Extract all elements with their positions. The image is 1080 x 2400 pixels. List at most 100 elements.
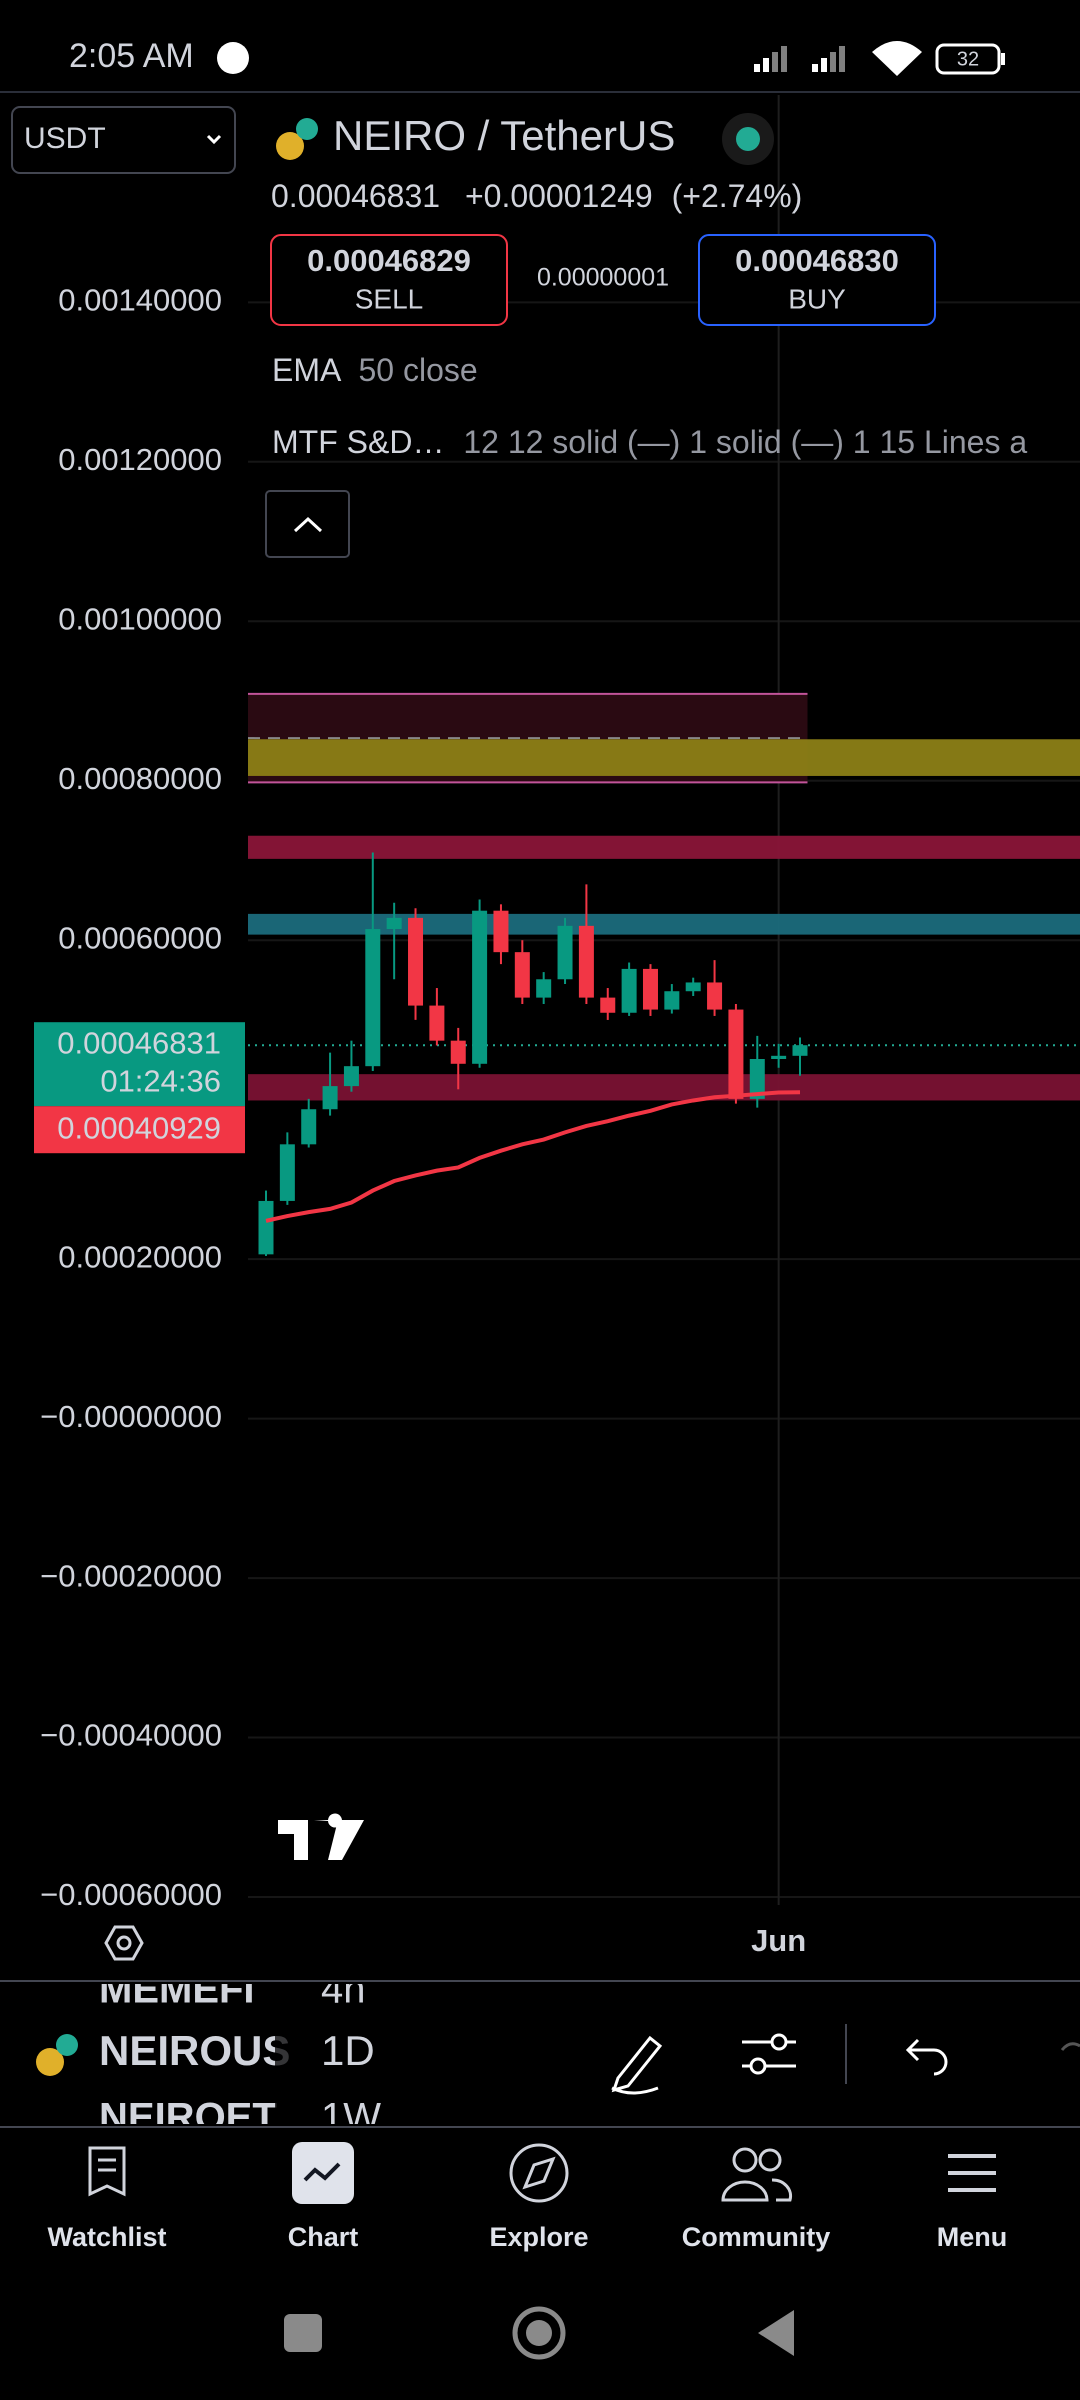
last-price-tag [34, 1022, 245, 1107]
y-tick-label: 0.00020000 [58, 1239, 222, 1274]
chart-icon-bg [292, 2142, 354, 2204]
candle-body [642, 968, 658, 1010]
ema-price-label: 0.00040929 [57, 1110, 221, 1145]
sell-price: 0.00046829 [307, 243, 471, 278]
zone [248, 739, 1080, 776]
candle-body [664, 991, 680, 1010]
symbol-option[interactable]: MEMEFI [99, 1968, 255, 2012]
candle-body [279, 1144, 295, 1201]
nav-label[interactable]: Menu [937, 2222, 1008, 2252]
candle-body [749, 1059, 765, 1099]
candle-body [771, 1055, 787, 1060]
candle-body [472, 910, 488, 1064]
coin-icon [276, 132, 304, 160]
buy-label: BUY [788, 283, 846, 314]
interval-option[interactable]: 4h [321, 1968, 366, 2012]
zone [248, 835, 1080, 859]
y-tick-label: 0.00140000 [58, 283, 222, 318]
ema-price-tag [34, 1106, 245, 1154]
y-tick-label: −0.00020000 [40, 1558, 222, 1593]
plot-area [248, 95, 1080, 1905]
redo-tool[interactable] [1060, 2042, 1080, 2051]
price-line: 0.00046831 +0.00001249 (+2.74%) [271, 178, 802, 214]
indicator-name: MTF S&D… [272, 424, 444, 460]
ema-line [265, 1090, 801, 1223]
change-pct: (+2.74%) [672, 178, 803, 214]
menu-icon [948, 2154, 996, 2192]
status-icon [217, 42, 249, 74]
y-tick-label: −0.00040000 [40, 1718, 222, 1753]
candle-body [536, 979, 552, 998]
indicator-params: 50 close [358, 352, 477, 388]
interval-option[interactable]: 1W [321, 2096, 381, 2140]
candle-body [365, 929, 381, 1067]
candle-body [386, 917, 402, 930]
picker: MEMEFI NEIROUS NEIROET 4h 1D 1W [99, 1968, 381, 2140]
recents-button[interactable] [284, 2314, 322, 2352]
settings-icon-dot [116, 1935, 132, 1951]
draw-tool[interactable] [611, 2035, 663, 2095]
countdown-label: 01:24:36 [100, 1063, 221, 1098]
collapse-icon [293, 516, 323, 533]
explore-icon [522, 2156, 556, 2190]
back-button[interactable] [758, 2310, 794, 2356]
candle-body [514, 952, 530, 998]
interval-current[interactable]: 1D [321, 2027, 375, 2074]
home-button-dot [526, 2320, 552, 2346]
indicator-legend[interactable]: EMA 50 close [272, 352, 478, 388]
quote-select[interactable] [11, 106, 236, 174]
symbol-option[interactable]: NEIROET [99, 2096, 277, 2140]
candle-body [343, 1066, 359, 1087]
indicator-tool[interactable] [742, 2033, 796, 2075]
nav-label[interactable]: Community [682, 2222, 831, 2252]
candle-body [792, 1045, 808, 1056]
settings-icon[interactable] [104, 1925, 144, 1961]
y-tick-label: −0.00060000 [40, 1877, 222, 1912]
candle-body [450, 1040, 466, 1064]
sell-button[interactable] [270, 234, 508, 326]
candle-body [258, 1200, 274, 1255]
community-icon [721, 2147, 793, 2202]
undo-tool[interactable] [905, 2038, 948, 2076]
chart-icon [303, 2162, 341, 2182]
sell-label: SELL [355, 283, 424, 314]
nav-label[interactable]: Explore [489, 2222, 588, 2252]
candle-body [728, 1009, 744, 1099]
spread: 0.00000001 [537, 264, 669, 292]
pair-title: NEIRO / TetherUS [333, 112, 675, 159]
last-price-label: 0.00046831 [57, 1025, 221, 1060]
collapse-button[interactable] [265, 490, 350, 558]
candle-body [301, 1109, 317, 1145]
candle-body [408, 917, 424, 1006]
last-price: 0.00046831 [271, 178, 440, 214]
y-tick-label: 0.00100000 [58, 601, 222, 636]
explore-icon [509, 2143, 569, 2203]
indicator-legend[interactable]: MTF S&D… 12 12 solid (—) 1 solid (—) 1 1… [272, 424, 1027, 460]
buy-price: 0.00046830 [735, 243, 899, 278]
y-tick-label: 0.00080000 [58, 761, 222, 796]
coin-icon [56, 2034, 78, 2056]
zone [248, 913, 1080, 935]
signal-icons [754, 41, 922, 76]
buy-button[interactable] [698, 234, 936, 326]
battery-level: 32 [957, 48, 979, 70]
quote-select-text: USDT [24, 122, 106, 155]
indicator-name: EMA [272, 352, 342, 388]
symbol-current[interactable]: NEIROUS [99, 2027, 290, 2074]
coin-icon [36, 2048, 64, 2076]
battery-tip [1001, 53, 1005, 65]
y-tick-label: −0.00000000 [40, 1399, 222, 1434]
chevron [206, 134, 222, 145]
candle-body [707, 982, 723, 1010]
nav-label[interactable]: Watchlist [47, 2222, 166, 2252]
tv-logo [278, 1813, 364, 1860]
candle-body [621, 968, 637, 1013]
x-tick-label: Jun [751, 1923, 806, 1958]
y-tick-label: 0.00120000 [58, 442, 222, 477]
home-button[interactable] [512, 2306, 566, 2360]
watchlist-icon [88, 2146, 126, 2197]
nav-label[interactable]: Chart [288, 2222, 359, 2252]
